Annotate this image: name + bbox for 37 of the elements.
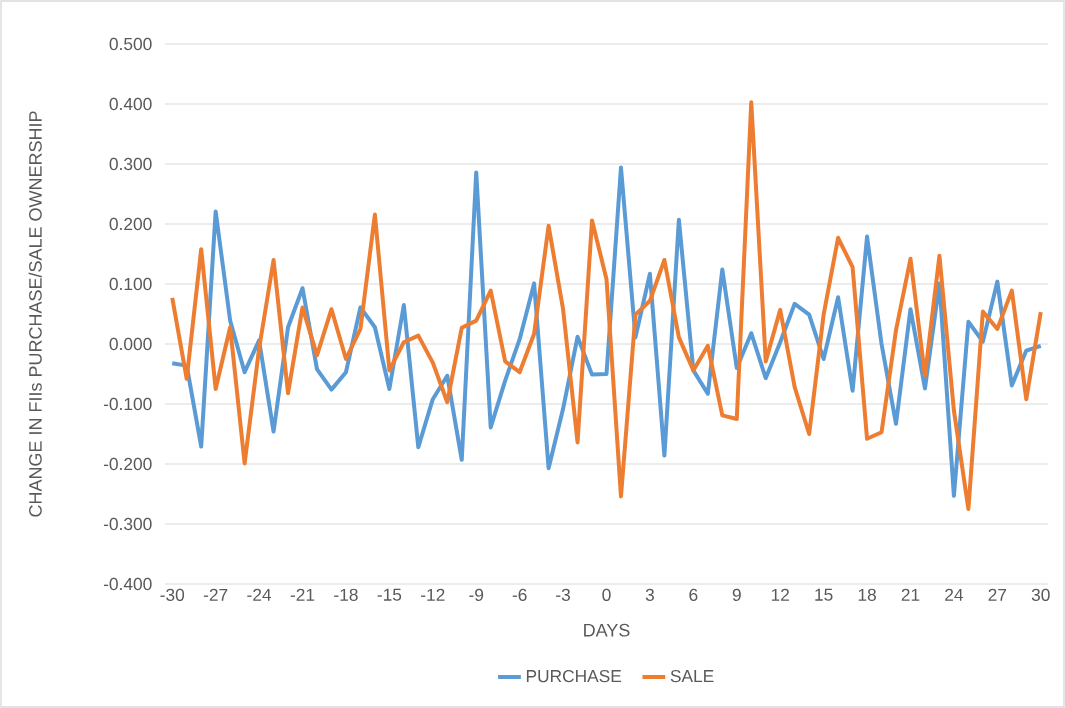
- y-tick-label: -0.400: [103, 577, 152, 591]
- y-tick-label: 0.200: [109, 217, 152, 231]
- y-tick-label: 0.300: [109, 157, 152, 171]
- x-tick-label: -27: [203, 588, 228, 601]
- x-tick-label: 0: [602, 588, 611, 601]
- x-tick-label: 24: [945, 588, 964, 601]
- x-axis-title: DAYS: [584, 623, 630, 637]
- legend-label: PURCHASE: [526, 669, 622, 683]
- x-tick-label: -6: [512, 588, 527, 601]
- x-tick-label: -9: [469, 588, 484, 601]
- x-tick-label: 30: [1031, 588, 1050, 601]
- x-tick-label: -30: [160, 588, 185, 601]
- x-tick-label: 27: [988, 588, 1007, 601]
- x-tick-label: -3: [556, 588, 571, 601]
- y-tick-label: 0.500: [109, 37, 152, 51]
- y-tick-label: 0.400: [109, 97, 152, 111]
- line-series: [170, 165, 1043, 498]
- x-tick-label: -24: [247, 588, 272, 601]
- x-tick-label: 15: [815, 588, 833, 601]
- y-tick-label: -0.300: [103, 517, 152, 531]
- y-tick-label: -0.100: [103, 397, 152, 411]
- x-tick-label: -18: [334, 588, 358, 601]
- legend-label: SALE: [670, 669, 714, 683]
- y-tick-label: 0.000: [109, 337, 152, 351]
- y-tick-label: 0.100: [109, 277, 152, 291]
- line-series: [170, 100, 1043, 511]
- x-tick-label: -21: [290, 588, 315, 601]
- x-tick-label: 21: [901, 588, 920, 601]
- x-tick-label: 12: [771, 588, 789, 601]
- x-tick-label: 18: [858, 588, 876, 601]
- y-axis-title: CHANGE IN FIIs PURCHASE/SALE OWNERSHIP: [28, 111, 42, 517]
- x-tick-label: 3: [645, 588, 654, 601]
- x-tick-label: -15: [377, 588, 402, 601]
- x-tick-label: 6: [689, 588, 698, 601]
- x-tick-label: 9: [732, 588, 741, 601]
- x-tick-label: -12: [421, 588, 445, 601]
- y-tick-label: -0.200: [103, 457, 152, 471]
